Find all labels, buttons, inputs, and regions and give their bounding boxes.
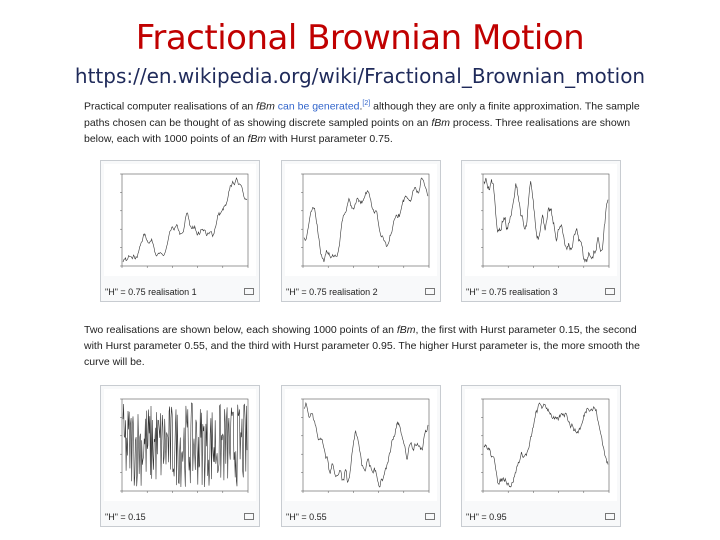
- figure[interactable]: "H" = 0.75 realisation 2: [281, 160, 441, 302]
- figure[interactable]: "H" = 0.15: [100, 385, 260, 527]
- text: Two realisations are shown below, each s…: [84, 324, 397, 336]
- plot-background: [285, 164, 437, 276]
- enlarge-icon[interactable]: [425, 513, 435, 520]
- text: .: [359, 100, 363, 113]
- plot-background: [104, 164, 256, 276]
- plot-line: [303, 177, 429, 263]
- figure[interactable]: "H" = 0.95: [461, 385, 621, 527]
- plot-frame: [482, 398, 610, 492]
- text: process. Three realisations are shown be…: [84, 116, 631, 145]
- enlarge-icon[interactable]: [605, 288, 615, 295]
- enlarge-icon[interactable]: [425, 288, 435, 295]
- text: with Hurst parameter 0.75.: [266, 132, 393, 145]
- caption: "H" = 0.55: [286, 512, 327, 522]
- text: fBm: [256, 100, 275, 113]
- text: , the first with Hurst parameter 0.15, t…: [84, 324, 640, 368]
- enlarge-icon[interactable]: [244, 288, 254, 295]
- plot-frame: [121, 173, 249, 267]
- plot-image: [104, 389, 256, 501]
- plot-frame: [302, 398, 430, 492]
- paragraph: Practical computer realisations of an fB…: [84, 96, 644, 147]
- plot-frame: [121, 398, 249, 492]
- plot-background: [465, 164, 617, 276]
- plot-image: [285, 164, 437, 276]
- paragraph: Two realisations are shown below, each s…: [84, 322, 644, 370]
- plot-background: [465, 389, 617, 501]
- text: fBm: [247, 132, 267, 145]
- plot-line: [483, 402, 609, 488]
- text: although they are only a finite approxim…: [84, 100, 640, 129]
- source-url[interactable]: https://en.wikipedia.org/wiki/Fractional…: [74, 64, 646, 88]
- enlarge-icon[interactable]: [605, 513, 615, 520]
- caption: "H" = 0.75 realisation 3: [466, 287, 558, 297]
- figure[interactable]: "H" = 0.75 realisation 3: [461, 160, 621, 302]
- figure[interactable]: "H" = 0.75 realisation 1: [100, 160, 260, 302]
- plot-line: [122, 177, 248, 263]
- plot-frame: [302, 173, 430, 267]
- link[interactable]: can be generated: [274, 100, 360, 113]
- plot-background: [285, 389, 437, 501]
- plot-line: [303, 402, 429, 488]
- figure[interactable]: "H" = 0.55: [281, 385, 441, 527]
- caption: "H" = 0.95: [466, 512, 507, 522]
- plot-image: [285, 389, 437, 501]
- plot-image: [465, 389, 617, 501]
- plot-image: [104, 164, 256, 276]
- enlarge-icon[interactable]: [244, 513, 254, 520]
- caption: "H" = 0.15: [105, 512, 146, 522]
- reference[interactable]: [2]: [362, 100, 371, 107]
- plot-line: [483, 177, 609, 263]
- text: fBm: [431, 116, 450, 129]
- text: fBm: [396, 324, 416, 336]
- plot-image: [465, 164, 617, 276]
- slide-title: Fractional Brownian Motion: [135, 18, 585, 58]
- caption: "H" = 0.75 realisation 1: [105, 287, 197, 297]
- plot-line: [122, 402, 248, 488]
- plot-frame: [482, 173, 610, 267]
- text: Practical computer realisations of an: [84, 100, 257, 113]
- caption: "H" = 0.75 realisation 2: [286, 287, 378, 297]
